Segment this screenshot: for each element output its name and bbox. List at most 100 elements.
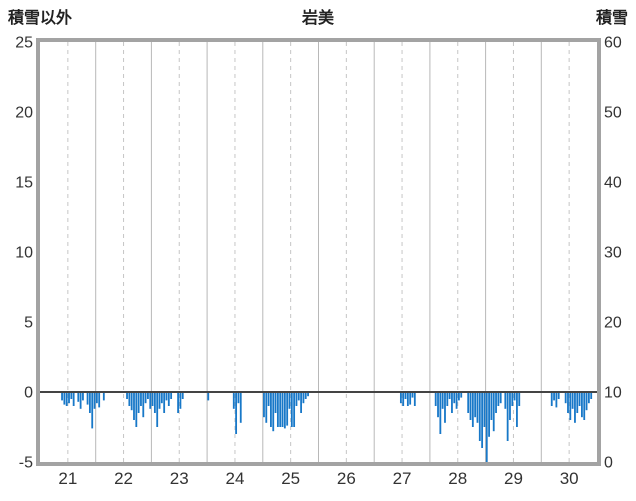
hourly-bar	[239, 392, 242, 423]
hourly-bar	[469, 392, 472, 420]
hourly-bar	[170, 392, 173, 399]
hourly-bar	[290, 392, 293, 427]
hourly-bar	[402, 392, 405, 406]
hourly-bar	[509, 392, 511, 420]
hourly-bar	[458, 392, 460, 401]
hourly-bar	[404, 392, 407, 399]
hourly-bar	[495, 392, 497, 413]
hourly-bar	[441, 392, 444, 409]
hourly-bar	[70, 392, 73, 399]
hourly-bar	[413, 392, 416, 406]
chart-title: 岩美	[301, 10, 334, 27]
hourly-bar	[511, 392, 514, 406]
hourly-bar	[95, 392, 98, 404]
hourly-bar	[574, 392, 576, 423]
hourly-bar	[553, 392, 555, 401]
right-tick-label: 10	[604, 385, 622, 402]
x-axis-day-label: 24	[225, 469, 244, 488]
hourly-bar	[288, 392, 291, 409]
hourly-bar	[581, 392, 583, 418]
x-axis-day-label: 28	[448, 469, 467, 488]
hourly-bar	[516, 392, 518, 427]
hourly-bar	[72, 392, 75, 406]
hourly-bar	[567, 392, 569, 413]
hourly-bar	[555, 392, 558, 408]
right-tick-label: 50	[604, 105, 622, 122]
hourly-bar	[130, 392, 133, 411]
hourly-bar	[281, 392, 284, 427]
hourly-bar	[237, 392, 240, 404]
hourly-bar	[286, 392, 289, 426]
hourly-bar	[583, 392, 586, 420]
hourly-bar	[293, 392, 296, 427]
hourly-bar	[65, 392, 68, 406]
hourly-bar	[91, 392, 94, 429]
hourly-bar	[483, 392, 486, 427]
hourly-bar	[128, 392, 131, 406]
hourly-bar	[79, 392, 82, 409]
hourly-bar	[518, 392, 521, 406]
left-tick-label: 15	[15, 175, 33, 192]
hourly-bar	[550, 392, 553, 406]
plot-frame	[36, 38, 601, 466]
right-tick-label: 20	[604, 315, 622, 332]
hourly-bar	[165, 392, 168, 401]
hourly-bar	[267, 392, 270, 406]
hourly-bar	[444, 392, 446, 423]
hourly-bar	[451, 392, 453, 413]
hourly-bar	[485, 392, 488, 462]
hourly-bar	[557, 392, 560, 399]
hourly-bar	[302, 392, 305, 404]
hourly-bar	[295, 392, 298, 406]
hourly-bar	[409, 392, 412, 405]
hourly-bar	[270, 392, 272, 427]
hourly-bar	[133, 392, 135, 420]
x-axis-day-label: 22	[114, 469, 133, 488]
hourly-bar	[481, 392, 484, 448]
hourly-bar	[448, 392, 451, 399]
hourly-bar	[471, 392, 474, 427]
left-tick-label: -5	[19, 455, 33, 472]
hourly-bar	[61, 392, 63, 401]
hourly-bar	[63, 392, 66, 405]
hourly-bar	[263, 392, 265, 418]
hourly-bar	[181, 392, 184, 399]
hourly-bar	[467, 392, 470, 413]
hourly-bar	[434, 392, 437, 406]
hourly-bar	[232, 392, 235, 409]
hourly-bar	[504, 392, 507, 409]
hourly-bar	[307, 392, 309, 397]
right-tick-label: 0	[604, 455, 613, 472]
hourly-bar	[207, 392, 210, 401]
hourly-bar	[135, 392, 138, 427]
hourly-bar	[82, 392, 84, 401]
x-axis-day-label: 30	[560, 469, 579, 488]
hourly-bar	[163, 392, 166, 413]
hourly-bar	[492, 392, 495, 432]
hourly-bar	[158, 392, 161, 409]
hourly-bar	[274, 392, 277, 413]
hourly-bar	[411, 392, 414, 398]
hourly-bar	[142, 392, 145, 418]
x-axis-day-label: 26	[337, 469, 356, 488]
hourly-bar	[102, 392, 105, 401]
hourly-bar	[88, 392, 91, 413]
hourly-bar	[276, 392, 279, 427]
x-axis-day-label: 29	[504, 469, 523, 488]
hourly-bar	[140, 392, 142, 406]
hourly-bar	[478, 392, 481, 441]
hourly-bar	[571, 392, 574, 409]
hourly-bar	[578, 392, 581, 406]
hourly-bar	[151, 392, 154, 406]
hourly-bar	[177, 392, 179, 413]
hourly-bar	[153, 392, 156, 413]
hourly-bar	[437, 392, 439, 418]
right-axis-title: 積雪	[595, 10, 628, 27]
hourly-bar	[283, 392, 286, 429]
hourly-bar	[513, 392, 516, 401]
hourly-bar	[304, 392, 307, 399]
hourly-bar	[497, 392, 500, 406]
hourly-bar	[455, 392, 458, 409]
hourly-bar	[564, 392, 567, 404]
